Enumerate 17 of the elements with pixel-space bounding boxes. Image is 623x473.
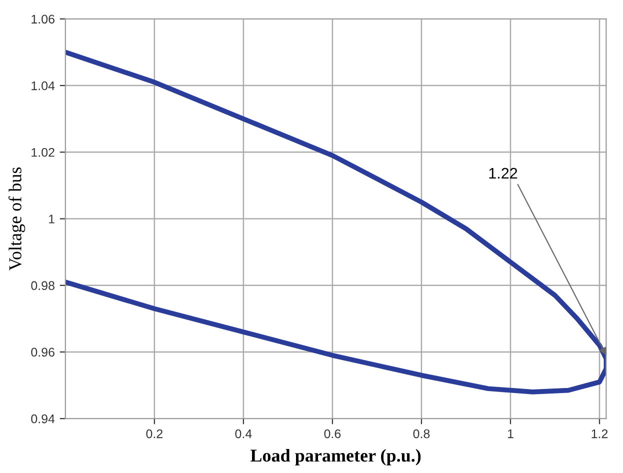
x-tick-label: 0.6 — [324, 429, 341, 438]
y-tick-label: 1 — [49, 214, 54, 224]
x-tick-label: 0.4 — [235, 429, 252, 438]
annotation: 1.22 — [489, 168, 518, 179]
y-tick-label: 0.94 — [31, 414, 55, 424]
x-tick-label: 1 — [508, 429, 514, 438]
y-tick-label: 1.06 — [32, 14, 54, 24]
y-axis-title: Voltage of bus — [8, 167, 26, 271]
x-tick-label: 0.2 — [146, 429, 162, 438]
y-tick-label: 1.04 — [32, 81, 55, 90]
x-tick-label: 0.8 — [413, 429, 430, 438]
x-axis-title: Load parameter (p.u.) — [250, 449, 421, 466]
y-tick-label: 0.96 — [31, 348, 54, 357]
y-tick-label: 0.98 — [31, 281, 54, 290]
y-tick-label: 1.02 — [32, 148, 54, 157]
line-series — [65, 50, 606, 394]
x-tick-label: 1.2 — [592, 429, 608, 438]
